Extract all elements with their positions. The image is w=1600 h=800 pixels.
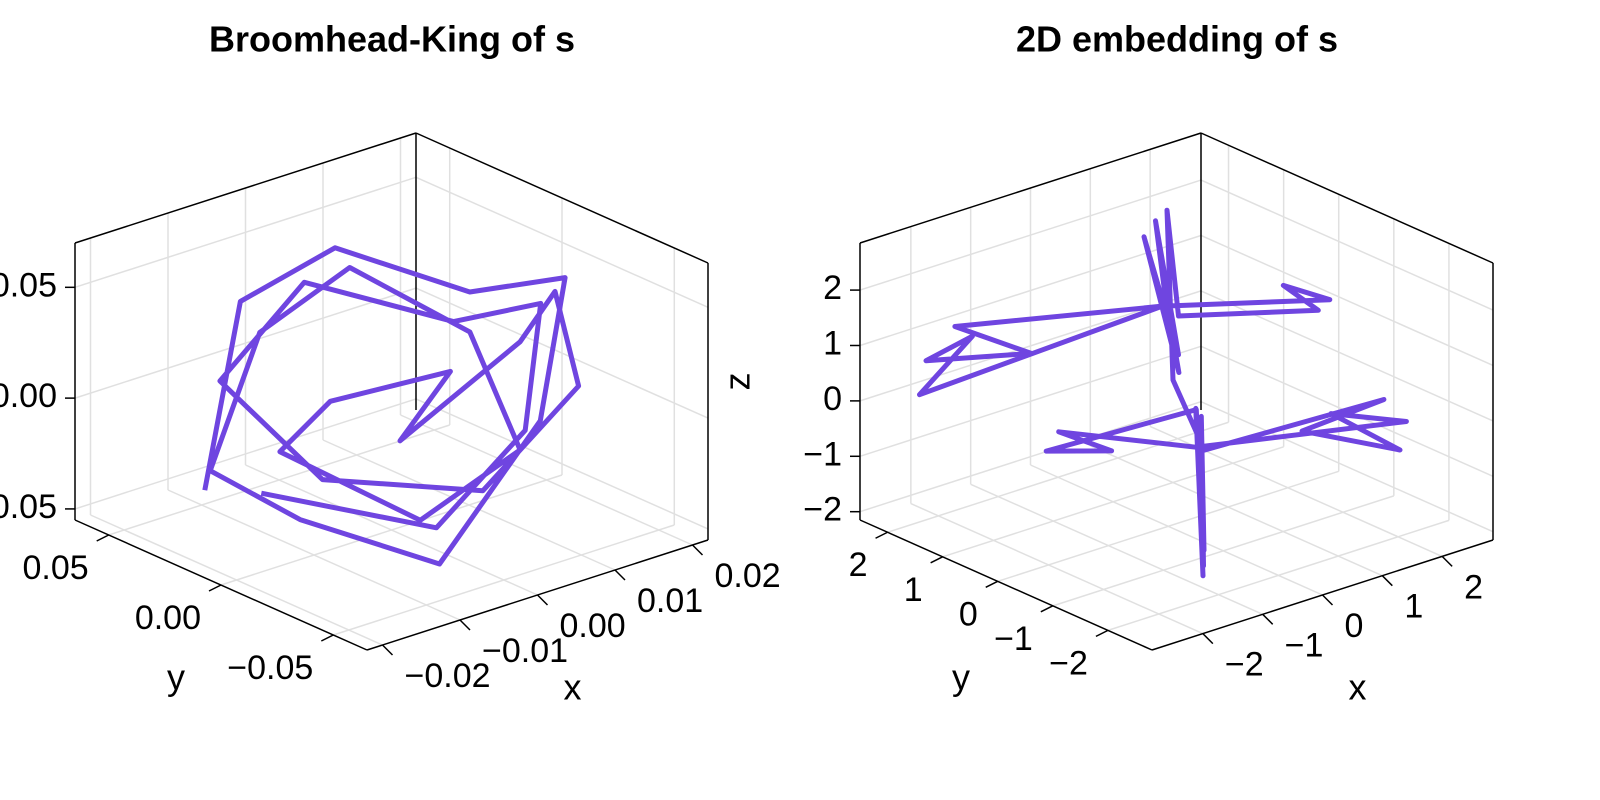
panel: Broomhead-King of s−0.02−0.010.000.010.0… (0, 19, 781, 708)
x-tick-label: −1 (1285, 626, 1324, 664)
tick-mark (985, 580, 999, 588)
axis-frame (415, 132, 709, 264)
grid-line (415, 287, 709, 419)
z-tick-label: −2 (803, 491, 842, 529)
grid-line (220, 474, 563, 586)
tick-mark (381, 644, 394, 656)
tick-mark (1095, 629, 1109, 638)
grid-line (942, 446, 1284, 558)
grid-line (859, 179, 1202, 291)
grid-line (333, 524, 675, 636)
tick-mark (208, 584, 222, 592)
axis-frame (366, 539, 709, 651)
tick-mark (691, 544, 704, 556)
z-tick-label: −1 (803, 435, 842, 473)
axis-frame (1200, 132, 1494, 264)
grid-line (74, 398, 417, 510)
tick-mark (1040, 605, 1054, 613)
y-axis-label: y (952, 657, 970, 698)
axis-frame (74, 132, 417, 244)
y-tick-label: 0.05 (23, 549, 89, 587)
grid-line (74, 176, 417, 289)
x-axis-label: x (564, 667, 582, 708)
grid-line (887, 421, 1229, 533)
z-axis-label: z (717, 373, 758, 391)
y-tick-label: 2 (849, 546, 868, 584)
grid-line (74, 287, 417, 399)
grid-line (1200, 401, 1494, 533)
y-tick-label: −0.05 (227, 649, 313, 687)
axis-frame (859, 519, 1153, 651)
z-tick-label: −0.05 (0, 488, 57, 526)
x-tick-label: 0.00 (560, 607, 626, 645)
tick-mark (1202, 633, 1214, 645)
x-tick-label: 0.01 (637, 582, 703, 620)
tick-mark (459, 619, 471, 631)
grid-line (859, 345, 1202, 458)
z-tick-label: 2 (823, 269, 842, 307)
x-tick-label: 0.02 (715, 557, 781, 595)
y-tick-label: −1 (994, 620, 1033, 658)
tick-mark (1381, 575, 1393, 587)
tick-mark (930, 556, 943, 564)
x-tick-label: 2 (1464, 568, 1483, 606)
z-tick-label: 0 (823, 380, 842, 418)
grid-line (1052, 495, 1395, 607)
x-tick-label: −2 (1225, 646, 1264, 684)
x-tick-label: −0.02 (405, 657, 491, 695)
grid-line (1200, 234, 1494, 367)
axis-frame (859, 132, 1202, 244)
y-tick-label: −2 (1049, 644, 1088, 682)
grid-line (859, 234, 1202, 347)
z-tick-label: 1 (823, 324, 842, 362)
x-tick-label: 0 (1345, 607, 1364, 645)
grid-line (859, 400, 1202, 513)
z-tick-label: 0.00 (0, 377, 57, 415)
y-tick-label: 0 (959, 595, 978, 633)
grid-line (997, 470, 1339, 583)
grid-line (1030, 464, 1323, 596)
y-tick-label: 1 (904, 571, 923, 609)
tick-mark (1262, 613, 1274, 625)
grid-line (108, 424, 450, 536)
tick-mark (96, 534, 110, 542)
trajectory (202, 245, 582, 567)
axis-frame (74, 519, 368, 651)
grid-line (1090, 445, 1383, 577)
axis-frame (1151, 539, 1494, 651)
tick-mark (875, 531, 888, 539)
panel-title: Broomhead-King of s (209, 19, 575, 60)
grid-line (415, 176, 709, 309)
panel: 2D embedding of s−2−1012−2−1012−2−1012xy… (717, 19, 1494, 708)
x-tick-label: −0.01 (482, 632, 568, 670)
grid-line (1107, 519, 1450, 632)
x-axis-label: x (1349, 667, 1367, 708)
y-axis-label: y (167, 657, 185, 698)
grid-line (1200, 179, 1494, 311)
panel-title: 2D embedding of s (1016, 19, 1338, 60)
grid-line (910, 502, 1204, 635)
trajectory (917, 207, 1409, 579)
tick-mark (1441, 555, 1453, 567)
x-tick-label: 1 (1404, 588, 1423, 626)
tick-mark (536, 594, 549, 606)
grid-line (970, 483, 1263, 615)
tick-mark (320, 634, 334, 642)
z-tick-label: 0.05 (0, 266, 57, 304)
grid-line (415, 398, 709, 530)
tick-mark (614, 569, 626, 581)
tick-mark (1321, 594, 1334, 606)
y-tick-label: 0.00 (135, 599, 201, 637)
